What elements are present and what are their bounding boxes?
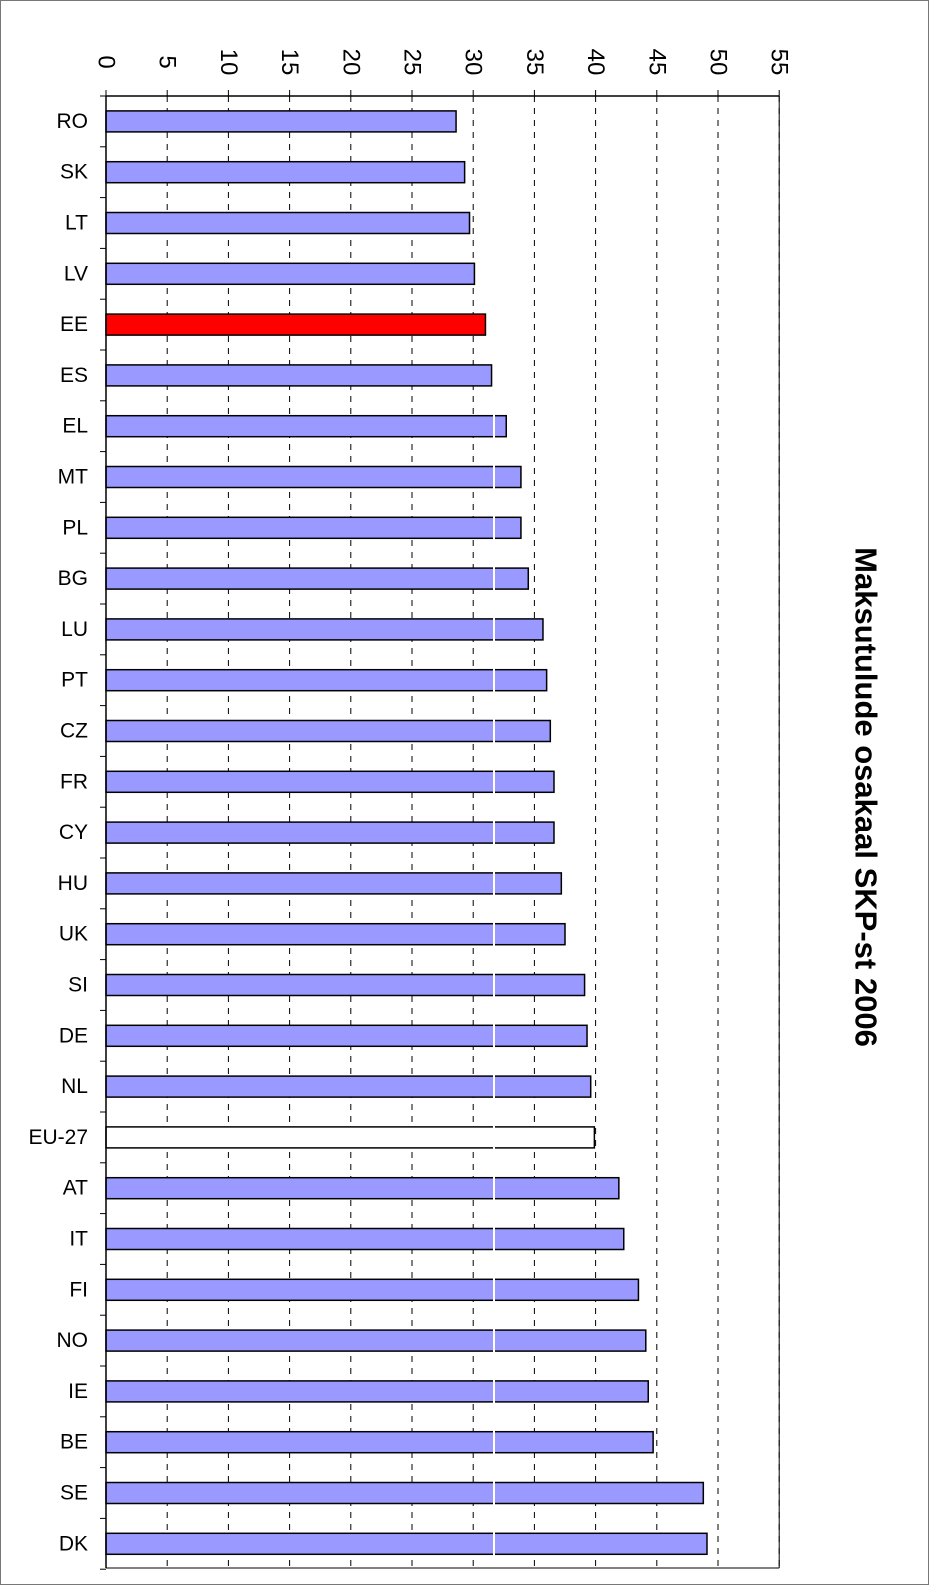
bar-PL xyxy=(106,517,521,538)
bar-MT xyxy=(106,467,521,488)
bar-AT xyxy=(106,1178,619,1199)
x-tick-label-5: 5 xyxy=(154,55,181,68)
category-label-AT: AT xyxy=(63,1177,88,1200)
x-tick-label-35: 35 xyxy=(521,49,548,76)
bar-IE xyxy=(106,1381,648,1402)
bar-FR xyxy=(106,771,554,792)
bar-SE xyxy=(106,1483,703,1504)
x-tick-label-20: 20 xyxy=(337,49,364,76)
bars xyxy=(106,96,707,1568)
category-label-IE: IE xyxy=(68,1380,88,1403)
category-label-SK: SK xyxy=(60,161,88,184)
category-label-SI: SI xyxy=(68,974,88,997)
category-label-SE: SE xyxy=(60,1482,88,1505)
x-tick-label-55: 55 xyxy=(766,49,793,76)
category-label-EE: EE xyxy=(60,313,88,336)
x-tick-labels: 0 5 10 15 20 25 30 35 40 45 50 55 xyxy=(93,49,793,76)
bar-RO xyxy=(106,111,456,132)
x-tick-label-50: 50 xyxy=(705,49,732,76)
bar-EL xyxy=(106,416,506,437)
bar-DK xyxy=(106,1533,707,1554)
category-label-LV: LV xyxy=(64,262,88,285)
category-label-NL: NL xyxy=(61,1075,88,1098)
bar-LT xyxy=(106,213,470,234)
bar-LU xyxy=(106,619,543,640)
category-label-IT: IT xyxy=(69,1228,88,1251)
bar-CZ xyxy=(106,721,550,742)
bar-LV xyxy=(106,263,474,284)
chart-title: Maksutulude osakaal SKP-st 2006 xyxy=(849,547,884,1047)
category-label-ES: ES xyxy=(60,364,88,387)
category-label-UK: UK xyxy=(59,923,88,946)
bar-EU-27 xyxy=(106,1127,594,1148)
category-label-BG: BG xyxy=(58,567,88,590)
bar-UK xyxy=(106,924,565,945)
x-tick-label-0: 0 xyxy=(93,55,120,68)
bar-CY xyxy=(106,822,554,843)
category-label-RO: RO xyxy=(57,110,89,133)
bar-EE xyxy=(106,314,485,335)
x-tick-label-40: 40 xyxy=(582,49,609,76)
category-label-EU-27: EU-27 xyxy=(28,1126,88,1149)
x-tick-label-25: 25 xyxy=(399,49,426,76)
category-label-DK: DK xyxy=(59,1532,88,1555)
category-label-FI: FI xyxy=(69,1278,88,1301)
category-label-MT: MT xyxy=(58,466,88,489)
bar-PT xyxy=(106,670,547,691)
bar-NO xyxy=(106,1330,646,1351)
bar-IT xyxy=(106,1229,624,1250)
bar-SI xyxy=(106,975,585,996)
bar-BE xyxy=(106,1432,653,1453)
category-label-EL: EL xyxy=(62,415,88,438)
x-tick-label-15: 15 xyxy=(276,49,303,76)
category-label-NO: NO xyxy=(57,1329,89,1352)
bar-NL xyxy=(106,1076,591,1097)
category-label-FR: FR xyxy=(60,770,88,793)
category-label-LU: LU xyxy=(61,618,88,641)
x-tick-label-30: 30 xyxy=(460,49,487,76)
bar-SK xyxy=(106,162,465,183)
category-label-PT: PT xyxy=(61,669,88,692)
category-label-BE: BE xyxy=(60,1431,88,1454)
x-tick-label-45: 45 xyxy=(643,49,670,76)
category-labels: RO SK LT LV EE ES EL MT PL BG LU PT CZ FR CY HU UK SI DE NL… xyxy=(28,110,88,1555)
bar-FI xyxy=(106,1279,638,1300)
bar-BG xyxy=(106,568,528,589)
bar-DE xyxy=(106,1025,587,1046)
bar-ES xyxy=(106,365,492,386)
category-label-CZ: CZ xyxy=(60,720,88,743)
category-label-PL: PL xyxy=(62,516,88,539)
category-label-DE: DE xyxy=(59,1024,88,1047)
category-label-HU: HU xyxy=(58,872,88,895)
category-label-CY: CY xyxy=(59,821,88,844)
category-label-LT: LT xyxy=(65,212,88,235)
x-tick-label-10: 10 xyxy=(215,49,242,76)
